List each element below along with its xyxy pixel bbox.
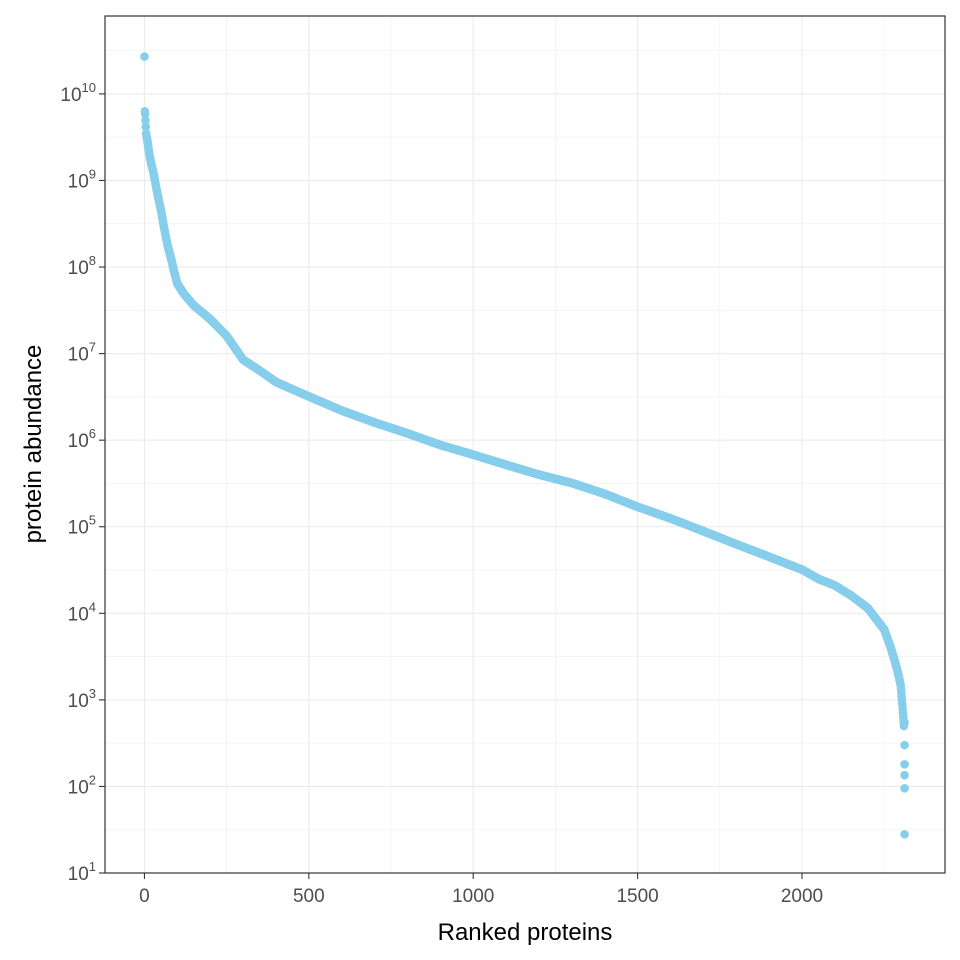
x-tick-label: 500 [293, 886, 325, 907]
y-tick-label: 102 [68, 772, 96, 798]
x-tick-label: 1500 [616, 886, 658, 907]
y-axis-title: protein abundance [20, 345, 47, 544]
y-tick-label: 109 [68, 166, 96, 192]
y-tick-label: 101 [68, 859, 96, 885]
data-point [141, 115, 150, 125]
data-point [900, 760, 909, 769]
data-point [140, 109, 150, 119]
y-tick-label: 103 [68, 686, 96, 712]
data-point [900, 770, 909, 780]
y-tick-label: 107 [68, 340, 96, 366]
x-axis-title: Ranked proteins [438, 919, 613, 946]
data-point [900, 740, 909, 750]
y-tick-label: 104 [68, 599, 96, 625]
data-point [900, 784, 909, 793]
x-tick-label: 0 [139, 886, 150, 907]
data-point [900, 718, 909, 727]
major-gridlines [105, 16, 945, 874]
y-tick-label: 1010 [60, 80, 96, 106]
minor-gridlines [105, 16, 945, 873]
data-point [141, 122, 151, 132]
y-axis: 101 102 103 104 105 106 107 108 109 1010 [60, 80, 105, 885]
x-tick-label: 1000 [452, 886, 494, 907]
data-point [900, 829, 909, 839]
y-tick-label: 106 [68, 426, 96, 452]
y-tick-label: 105 [68, 513, 96, 539]
y-tick-label: 108 [68, 253, 96, 279]
x-axis: 0 500 1000 1500 2000 [139, 873, 823, 907]
data-points [140, 52, 909, 839]
x-tick-label: 2000 [781, 886, 823, 907]
data-point [140, 52, 149, 61]
plot-panel-border [104, 15, 946, 874]
